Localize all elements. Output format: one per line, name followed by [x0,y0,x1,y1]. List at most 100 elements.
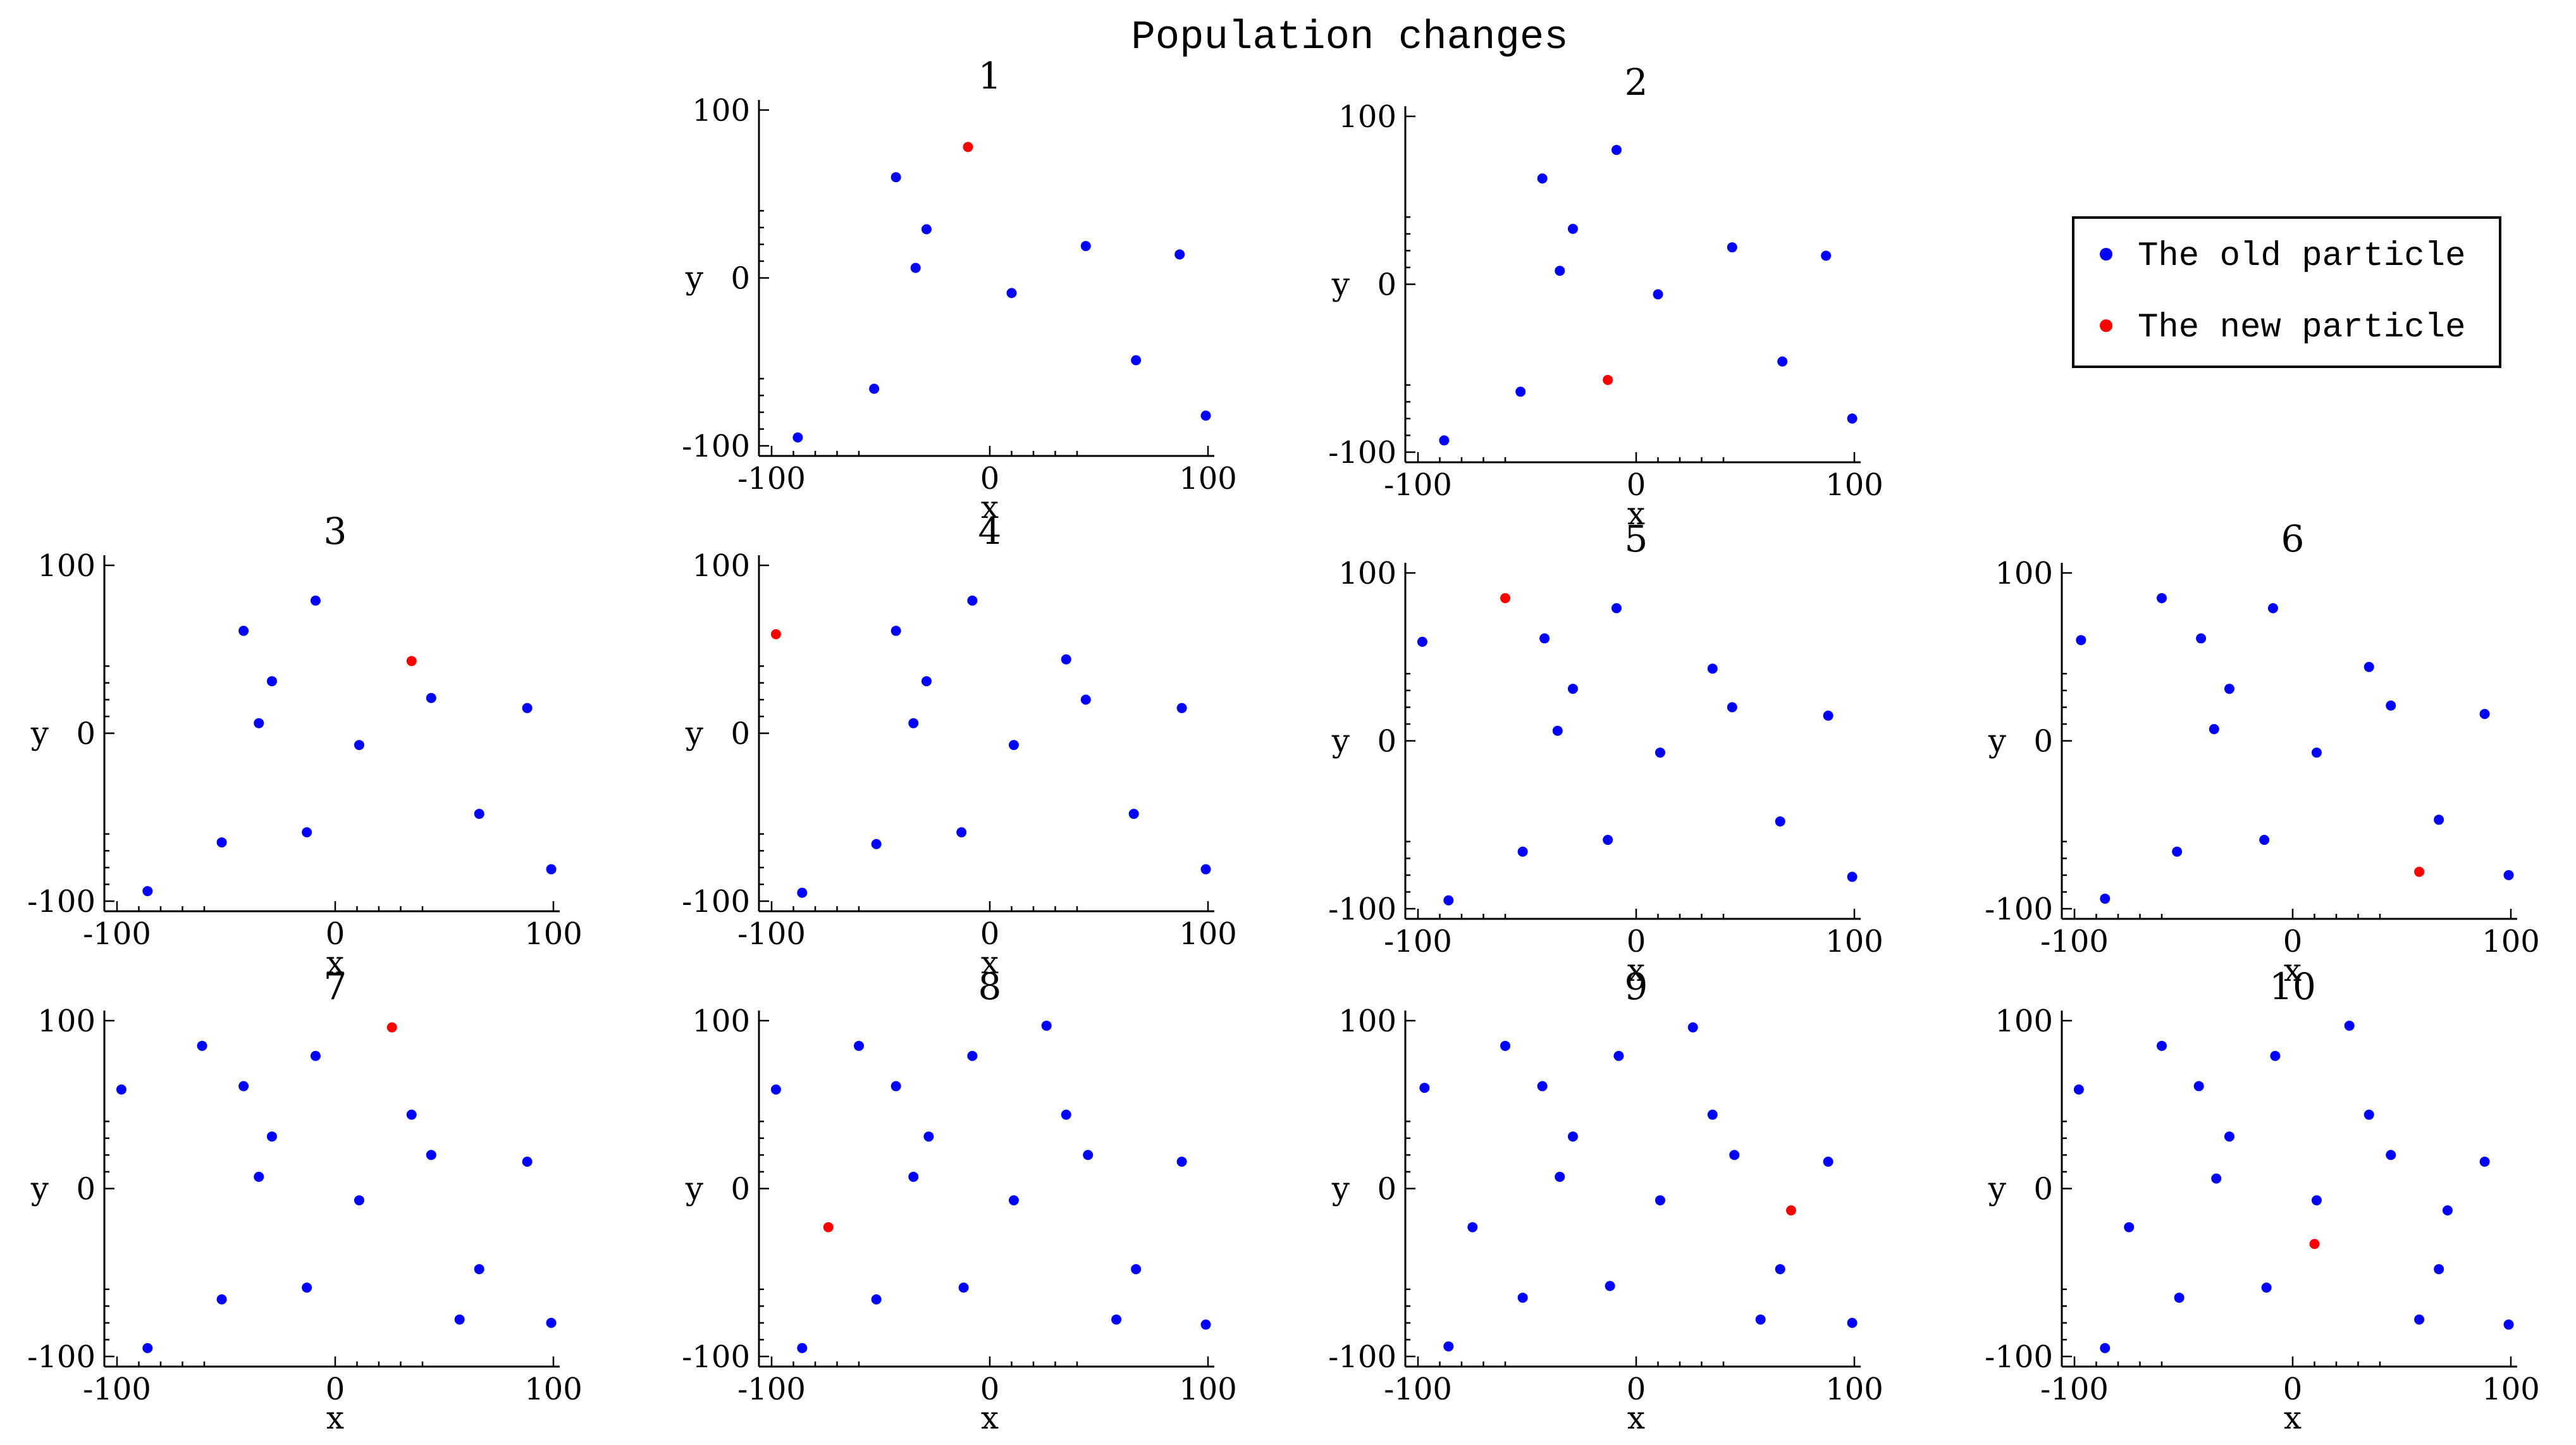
old-particle-point [792,432,803,443]
old-particle-point [1605,1281,1615,1291]
legend-label-new: The new particle [2138,309,2465,347]
x-tick-label: 100 [1825,1372,1883,1407]
panel-title: 8 [978,965,1002,1008]
panel-5: 5 -100 0 100 100 0 -100 x y [1328,517,1883,988]
old-particle-point [266,676,277,687]
x-axis-label: x [1627,1399,1645,1436]
old-particle-point [2172,846,2183,857]
x-tick-label: 100 [524,916,582,952]
old-particle-point [310,595,321,606]
legend-marker-old [2100,248,2112,261]
old-particle-point [1008,740,1019,751]
x-tick-label: -100 [737,461,806,496]
old-particle-point [1041,1020,1052,1031]
old-particle-point [1439,435,1450,446]
old-particle-point [1539,633,1550,644]
old-particle-point [1755,1314,1766,1325]
y-axis-label: y [1331,723,1350,759]
old-particle-point [216,837,227,848]
old-particle-point [1655,1195,1665,1206]
old-particle-point [1131,1264,1142,1274]
y-tick-label: 0 [2033,1172,2053,1207]
y-tick-label: 0 [1377,1172,1396,1207]
old-particle-point [797,887,808,898]
y-tick-label: 100 [692,548,750,584]
old-particle-point [1707,663,1718,674]
panel-9: 9 -100 0 100 100 0 -100 x y [1328,965,1883,1436]
old-particle-point [2503,870,2514,880]
y-tick-label: -100 [1328,892,1396,927]
new-particle-point [963,142,973,152]
old-particle-point [2434,1264,2444,1274]
x-tick-label: 0 [1627,1372,1646,1407]
old-particle-point [1128,808,1139,819]
old-particle-point [2259,835,2270,845]
old-particle-point [1443,895,1454,906]
old-particle-point [2157,593,2167,603]
old-particle-point [1083,1150,1094,1160]
old-particle-point [1443,1341,1454,1352]
old-particle-point [2479,709,2490,720]
old-particle-point [1555,266,1565,276]
old-particle-point [1707,1109,1718,1120]
y-tick-label: 100 [37,1004,96,1039]
old-particle-point [1777,356,1788,367]
y-tick-label: 0 [730,716,750,752]
old-particle-point [2311,1195,2322,1206]
y-tick-label: 0 [1377,267,1396,303]
old-particle-point [354,740,364,751]
x-tick-label: 100 [524,1372,582,1407]
panel-10: 10 -100 0 100 100 0 -100 x y [1985,965,2540,1436]
old-particle-point [1131,355,1142,366]
legend-frame [2072,216,2501,368]
y-tick-label: 0 [1377,724,1396,759]
new-particle-point [386,1022,397,1033]
old-particle-point [238,625,249,636]
old-particle-point [2193,1081,2204,1091]
old-particle-point [967,1050,978,1061]
old-particle-point [2224,684,2234,694]
old-particle-point [1111,1314,1122,1325]
y-axis-label: y [30,1171,49,1207]
y-tick-label: -100 [682,884,750,919]
old-particle-point [1775,816,1785,827]
y-tick-label: 100 [692,93,750,128]
y-tick-label: 0 [730,261,750,297]
old-particle-point [1821,250,1832,261]
panel-title: 4 [978,510,1002,553]
old-particle-point [797,1343,808,1353]
y-tick-label: 100 [1995,1004,2053,1039]
old-particle-point [1655,747,1665,758]
y-tick-label: 0 [2033,724,2053,759]
old-particle-point [454,1314,465,1325]
old-particle-point [1613,1050,1624,1061]
old-particle-point [1611,603,1622,613]
old-particle-point [354,1195,364,1206]
y-tick-label: -100 [1328,1339,1396,1375]
old-particle-point [2344,1020,2355,1031]
old-particle-point [923,1131,934,1142]
x-tick-label: 0 [980,916,1000,952]
panel-title: 9 [1625,965,1648,1008]
old-particle-point [1847,413,1858,424]
x-tick-label: 0 [326,1372,345,1407]
old-particle-point [1500,1040,1510,1051]
y-axis-label: y [1331,1171,1350,1207]
old-particle-point [474,808,484,819]
old-particle-point [2479,1157,2490,1167]
old-particle-point [474,1264,484,1274]
old-particle-point [426,692,436,703]
x-tick-label: 0 [2283,924,2303,959]
x-tick-label: 0 [980,1372,1000,1407]
y-tick-label: 100 [1338,99,1396,135]
y-axis-label: y [685,260,704,297]
new-particle-point [2414,866,2425,877]
panel-4: 4 -100 0 100 100 0 -100 x y [682,510,1237,981]
x-tick-label: 0 [1627,467,1646,503]
x-tick-label: 100 [1179,461,1237,496]
old-particle-point [216,1294,227,1305]
new-particle-point [1500,593,1510,603]
old-particle-point [1775,1264,1785,1274]
old-particle-point [871,1294,882,1305]
y-tick-label: -100 [682,1339,750,1375]
